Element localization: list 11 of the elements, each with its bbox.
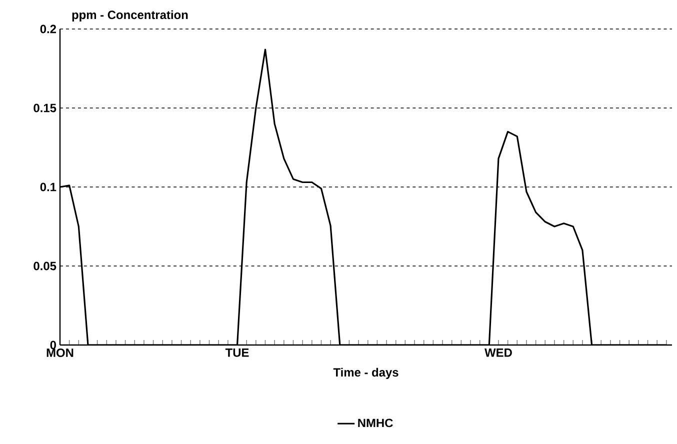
x-tick-label: WED [484,348,512,357]
y-tick-label: 0 [50,340,56,350]
x-tick-label: TUE [225,348,249,357]
y-tick-label: 0.1 [40,182,56,192]
legend-label: NMHC [358,418,393,428]
y-tick-label: 0.2 [40,24,56,34]
y-tick-label: 0.05 [34,262,56,270]
y-axis-title: ppm - Concentration [72,10,188,22]
x-axis-title: Time - days [333,368,398,379]
y-tick-label: 0.15 [34,104,56,112]
x-tick-label: MON [46,348,74,357]
